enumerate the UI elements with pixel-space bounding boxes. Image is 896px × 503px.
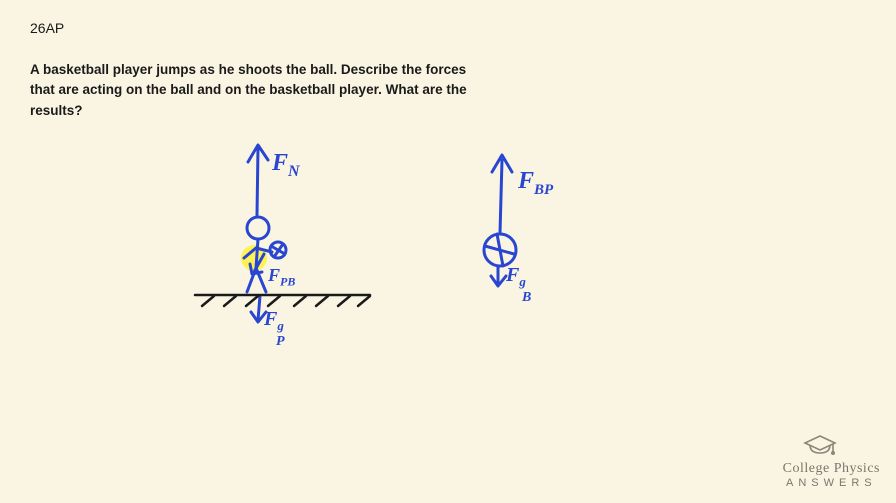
ball-freebody	[484, 234, 516, 266]
player-leg-left	[247, 268, 256, 292]
hatch-8	[358, 296, 370, 306]
arrow-fbp-head	[492, 155, 512, 172]
hatch-5	[294, 296, 306, 306]
hatch-7	[338, 296, 350, 306]
arrow-fn-head	[248, 145, 268, 162]
watermark-logo: College Physics ANSWERS	[783, 461, 880, 489]
arrow-fpb-head	[250, 264, 262, 274]
mortarboard-icon	[802, 433, 838, 457]
watermark-title: College Physics	[783, 461, 880, 477]
ball-freebody-lace-2	[497, 234, 503, 266]
ball-freebody-lace-1	[485, 246, 514, 254]
arrow-fpb-shaft	[254, 254, 264, 272]
hatch-2	[224, 296, 236, 306]
problem-number: 26AP	[30, 20, 64, 36]
label-fbp: FBP	[518, 168, 553, 199]
player-arm-left	[244, 248, 256, 258]
question-text: A basketball player jumps as he shoots t…	[30, 60, 490, 121]
arrow-fbp-shaft	[500, 160, 502, 233]
label-fn: FN	[272, 150, 300, 181]
label-fgp: Fg P	[264, 308, 284, 357]
hatch-3	[246, 296, 258, 306]
arrow-fgb-head	[491, 276, 506, 286]
arrow-fgp-shaft	[258, 296, 260, 320]
player-arm-right	[256, 248, 272, 252]
hatch-6	[316, 296, 328, 306]
arrow-fn-shaft	[257, 148, 258, 215]
ball-lace-2	[274, 244, 283, 257]
player-leg-right	[256, 268, 266, 292]
ball-in-hand	[270, 242, 286, 258]
hatch-4	[268, 296, 280, 306]
ball-lace-1	[271, 246, 285, 254]
physics-slide: 26AP A basketball player jumps as he sho…	[0, 0, 896, 503]
hatch-1	[202, 296, 214, 306]
watermark-subtitle: ANSWERS	[783, 477, 880, 489]
player-head	[247, 217, 269, 239]
player-torso	[256, 239, 258, 268]
label-fgb: Fg B	[506, 264, 526, 313]
label-fpb: FPB	[268, 265, 295, 290]
